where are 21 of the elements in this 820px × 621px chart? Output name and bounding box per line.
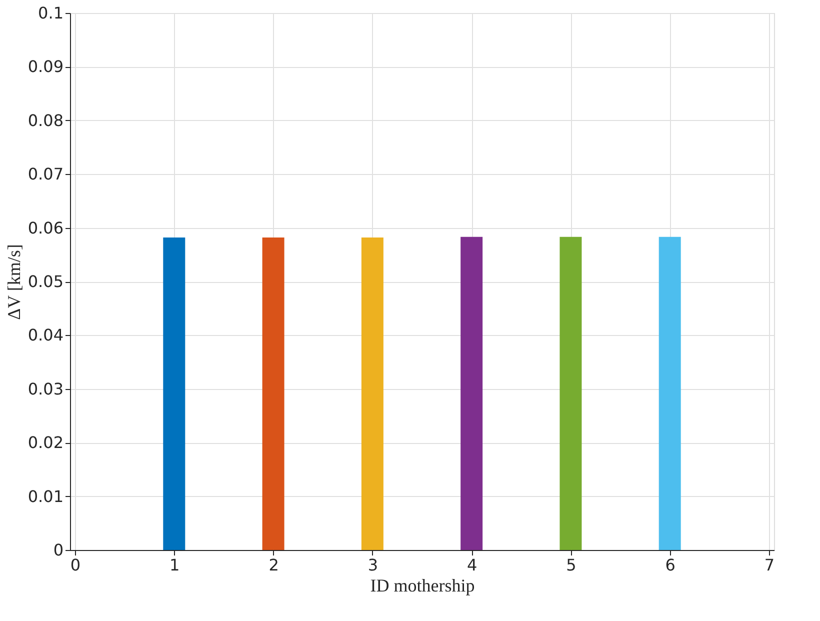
y-tick-label: 0.1 — [38, 4, 64, 22]
y-tick-label: 0.05 — [28, 272, 64, 291]
y-axis-title: ΔV [km/s] — [4, 244, 24, 320]
x-axis-title: ID mothership — [370, 576, 475, 596]
x-tick-label: 5 — [566, 556, 576, 574]
x-tick-label: 6 — [665, 556, 676, 574]
x-tick-label: 0 — [70, 556, 81, 574]
x-tick-label: 2 — [268, 556, 279, 574]
x-tick-label: 4 — [466, 556, 478, 574]
y-tick-label: 0.01 — [28, 486, 64, 506]
y-tick-label: 0.09 — [28, 57, 64, 76]
y-tick-label: 0.04 — [28, 326, 64, 345]
y-tick-label: 0.07 — [28, 164, 64, 184]
y-tick-label: 0 — [53, 540, 64, 560]
y-tick-label: 0.03 — [28, 379, 64, 398]
x-tick-label: 1 — [170, 556, 180, 574]
x-tick-label: 7 — [764, 556, 775, 574]
y-tick-label: 0.06 — [28, 218, 64, 238]
y-tick-label: 0.08 — [28, 110, 64, 130]
x-tick-label: 3 — [368, 556, 378, 574]
y-tick-label: 0.02 — [28, 433, 64, 452]
